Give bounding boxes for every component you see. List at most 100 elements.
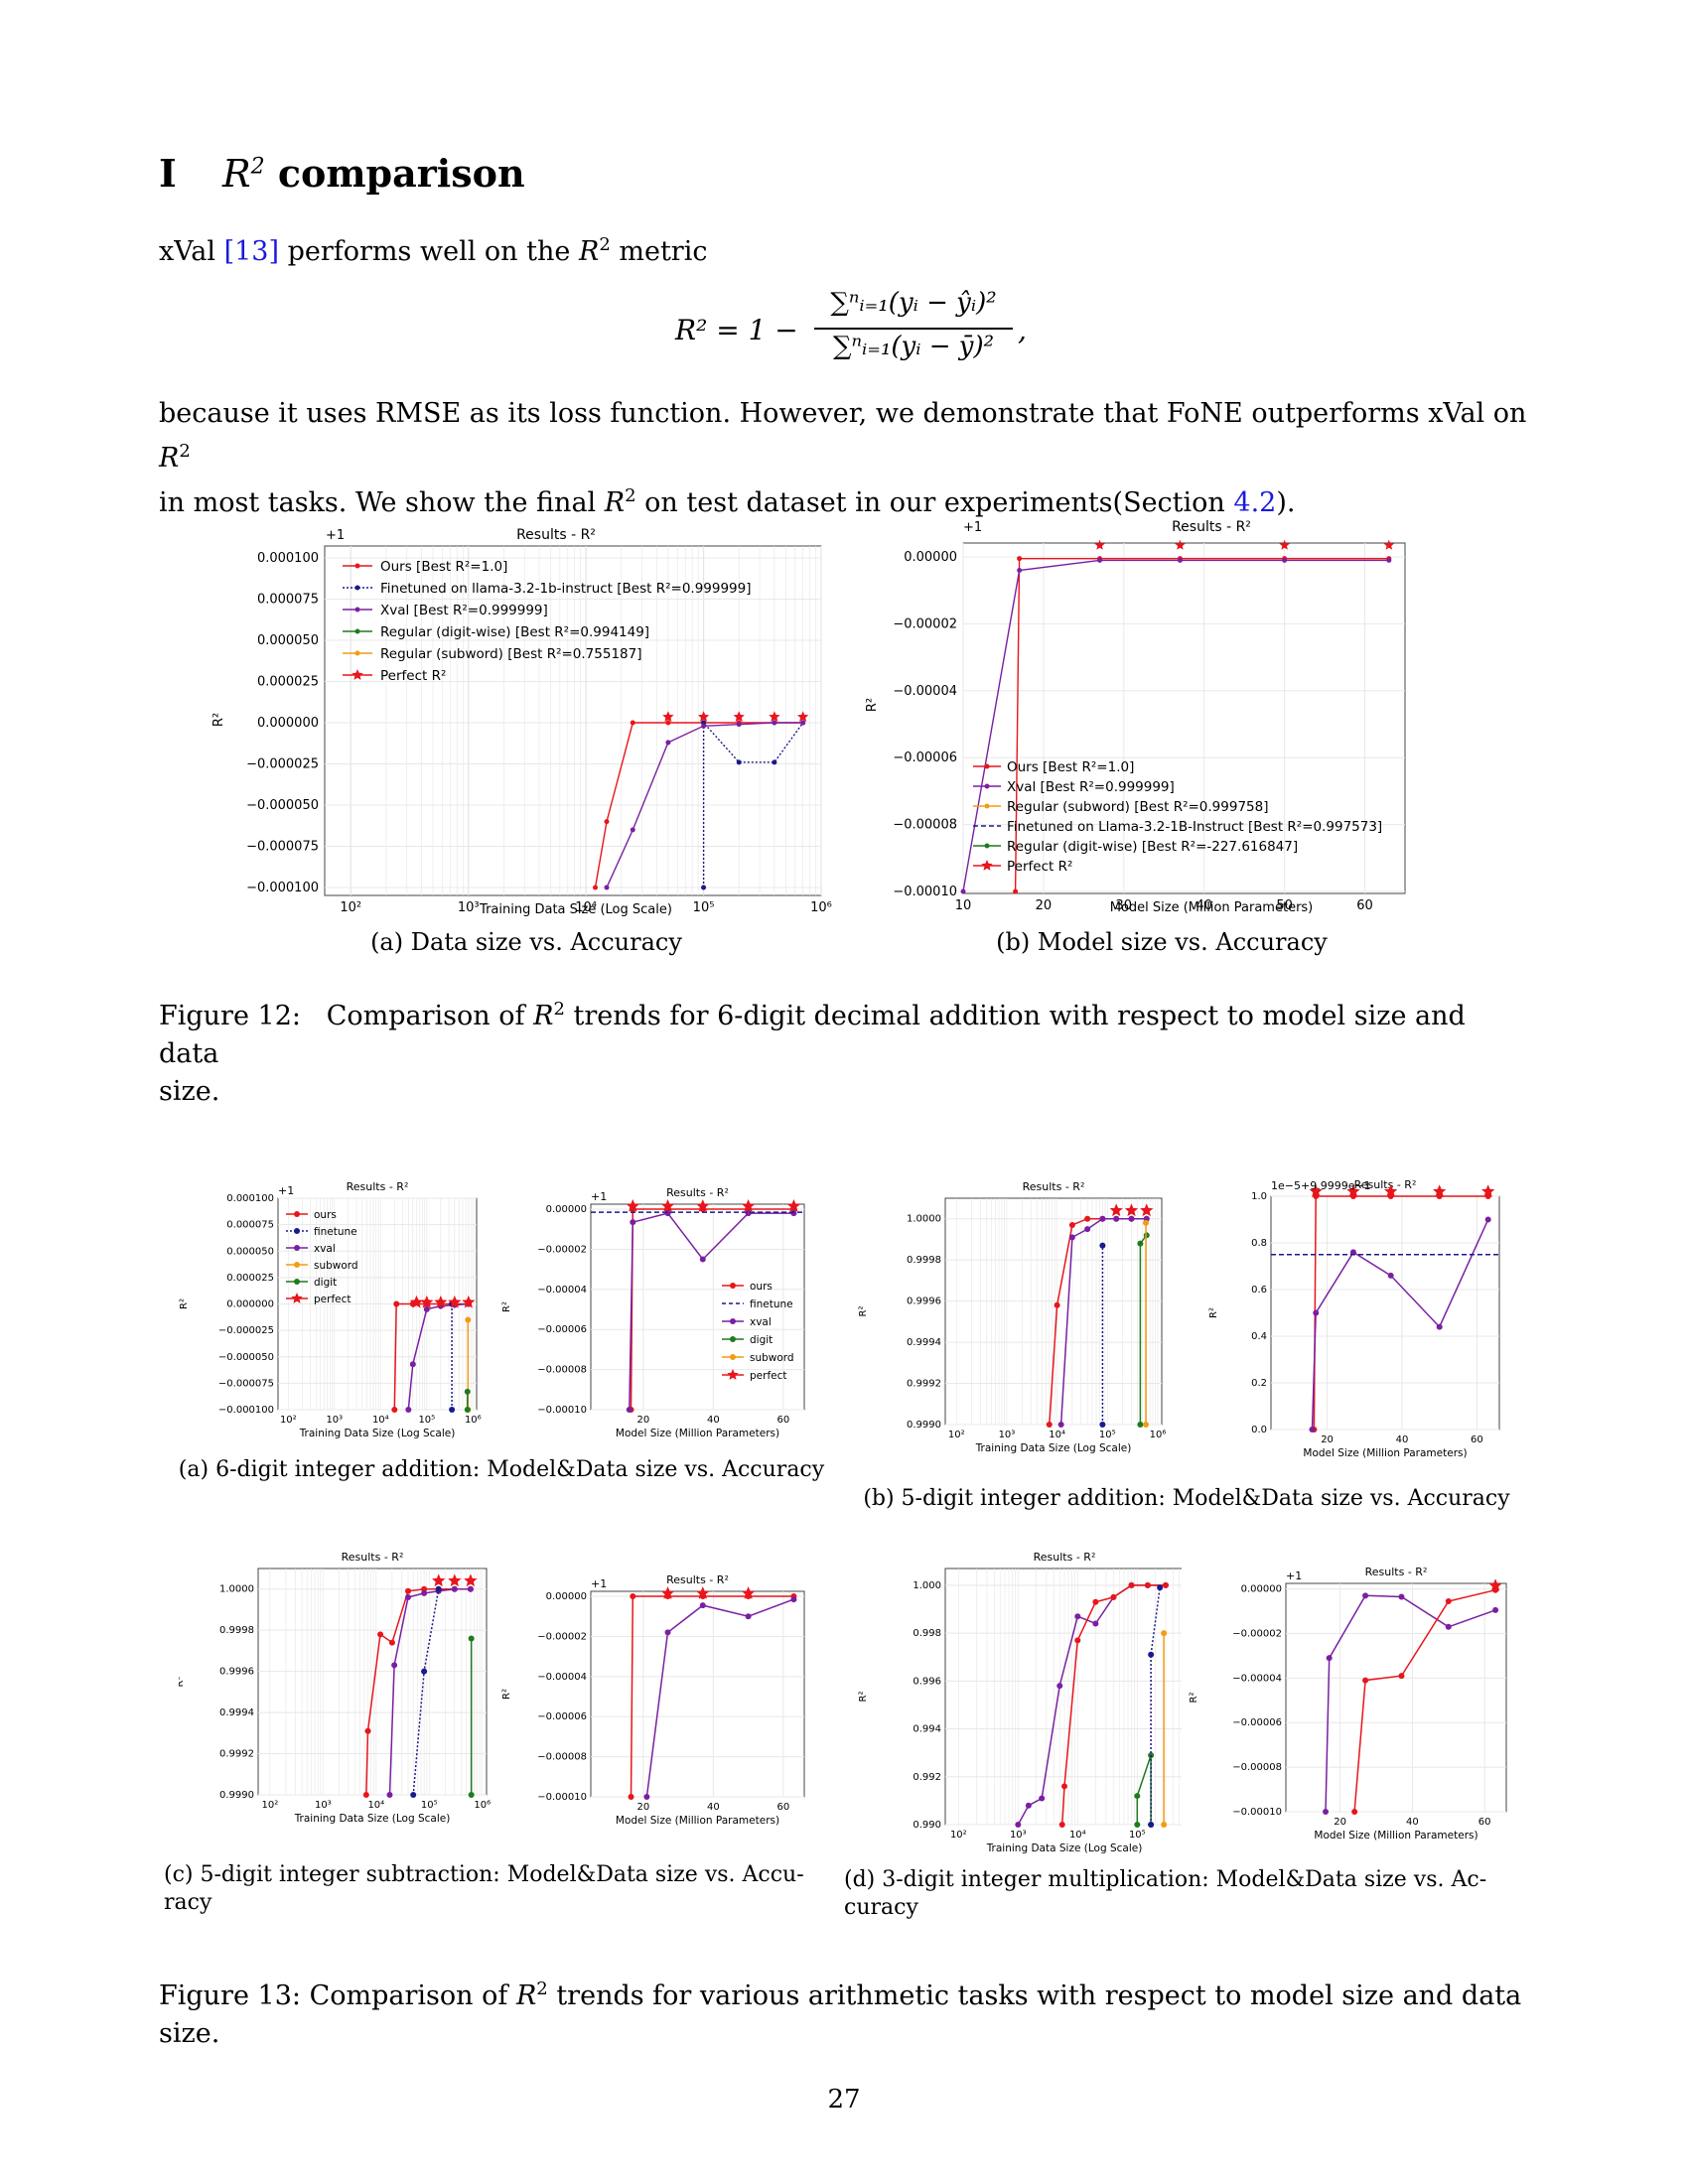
intro-xval: xVal bbox=[159, 236, 215, 267]
ytick-label: −0.00010 bbox=[1232, 1807, 1282, 1818]
citation-link[interactable]: [13] bbox=[223, 236, 280, 267]
data-point bbox=[1110, 1593, 1117, 1600]
data-point bbox=[1144, 1581, 1151, 1588]
perfect-star bbox=[696, 1199, 710, 1212]
xtick-label: 20 bbox=[637, 1415, 650, 1426]
data-point bbox=[800, 720, 806, 726]
y-axis-label: R² bbox=[179, 1677, 186, 1688]
data-point bbox=[1097, 557, 1103, 563]
ytick-label: 0.6 bbox=[1251, 1285, 1267, 1296]
intro-tail: performs well on the bbox=[287, 236, 571, 267]
equation-comma: , bbox=[1018, 314, 1027, 346]
series-line bbox=[1313, 1195, 1488, 1431]
paragraph-rmse: because it uses RMSE as its loss functio… bbox=[159, 398, 1527, 518]
fig13-caption-tail: trends for various arithmetic tasks with… bbox=[159, 1980, 1522, 2049]
data-point bbox=[1057, 1422, 1064, 1428]
ytick-label: −0.00002 bbox=[537, 1244, 587, 1255]
para2-line2a: in most tasks. We show the final bbox=[159, 487, 597, 518]
data-point bbox=[1128, 1215, 1135, 1222]
data-point bbox=[699, 1256, 706, 1263]
xtick-label: 10⁵ bbox=[1099, 1430, 1116, 1440]
ytick-label: 0.000100 bbox=[257, 551, 319, 566]
equation-lhs: R² = 1 − bbox=[675, 314, 798, 346]
data-point bbox=[464, 1407, 471, 1413]
legend-entry: subword bbox=[314, 1260, 358, 1272]
data-point bbox=[1068, 1234, 1075, 1241]
data-point bbox=[736, 722, 742, 728]
ytick-label: −0.000050 bbox=[246, 798, 319, 813]
axis-offset: +1 bbox=[591, 1577, 607, 1590]
ytick-label: −0.00008 bbox=[893, 818, 957, 833]
ytick-label: 0.000100 bbox=[226, 1193, 274, 1204]
perfect-star bbox=[1175, 539, 1186, 550]
legend-entry: Regular (digit-wise) [Best R²=0.994149] bbox=[380, 624, 649, 640]
r2-equation: R² = 1 − ∑ⁿᵢ₌₁(yᵢ − ŷᵢ)² ∑ⁿᵢ₌₁(yᵢ − ȳ)² … bbox=[675, 288, 1033, 377]
data-point bbox=[1445, 1597, 1452, 1604]
data-point bbox=[604, 885, 610, 890]
y-axis-label: R² bbox=[501, 1301, 512, 1312]
chart-title: Results - R² bbox=[666, 1573, 729, 1586]
section-link[interactable]: 4.2 bbox=[1233, 487, 1277, 518]
fig12b-caption: (b) Model size vs. Accuracy bbox=[996, 928, 1328, 956]
data-point bbox=[1013, 888, 1019, 894]
fig13b-data-chart: Results - R² 1.0000 0.9998 0.9996 0.9994 0.99… bbox=[858, 1180, 1166, 1454]
xtick-label: 60 bbox=[776, 1415, 789, 1426]
chart-title: Results - R² bbox=[1023, 1180, 1085, 1193]
perfect-star bbox=[448, 1573, 462, 1587]
ytick-label: 0.9996 bbox=[219, 1667, 254, 1678]
fig13c-data-chart: Results - R² 1.0000 0.9998 0.9996 0.9994 0.99… bbox=[179, 1551, 491, 1825]
perfect-star bbox=[1309, 1184, 1323, 1197]
legend-star bbox=[727, 1369, 739, 1380]
series-line bbox=[630, 1595, 794, 1798]
axis-offset: +1 bbox=[591, 1190, 607, 1203]
data-point bbox=[630, 827, 635, 833]
ytick-label: 0.000075 bbox=[226, 1220, 274, 1231]
legend-entry: finetune bbox=[314, 1226, 357, 1238]
perfect-star bbox=[662, 711, 674, 722]
data-point bbox=[421, 1668, 428, 1675]
legend-entry: subword bbox=[750, 1352, 794, 1364]
series-line bbox=[1049, 1217, 1147, 1426]
data-point bbox=[1134, 1793, 1141, 1800]
data-point bbox=[405, 1594, 412, 1601]
perfect-star bbox=[1383, 539, 1394, 550]
legend-entry: Xval [Best R²=0.999999] bbox=[380, 603, 548, 618]
data-point bbox=[1046, 1422, 1053, 1428]
data-point bbox=[643, 1794, 650, 1800]
fig12b-title: Results - R² bbox=[1172, 519, 1251, 535]
data-point bbox=[626, 1407, 633, 1413]
fig12b-ylabel: R² bbox=[865, 698, 880, 712]
ytick-label: −0.00006 bbox=[537, 1324, 587, 1335]
xtick-label: 10² bbox=[261, 1800, 278, 1811]
fig12a-ylabel: R² bbox=[211, 713, 226, 727]
data-point bbox=[1099, 1215, 1106, 1222]
perfect-star bbox=[1433, 1184, 1447, 1197]
fig13c-caption-line1: (c) 5-digit integer subtraction: Model&D… bbox=[164, 1862, 804, 1887]
data-point bbox=[391, 1407, 398, 1413]
ytick-label: −0.00008 bbox=[537, 1365, 587, 1376]
fig12a-offset: +1 bbox=[326, 528, 345, 543]
ytick-label: −0.00004 bbox=[893, 684, 957, 699]
data-point bbox=[1137, 1422, 1144, 1428]
perfect-star bbox=[1140, 1203, 1154, 1217]
data-point bbox=[388, 1639, 395, 1646]
xtick-label: 10³ bbox=[326, 1415, 343, 1426]
ytick-label: −0.000075 bbox=[218, 1378, 274, 1389]
data-point bbox=[664, 1210, 671, 1217]
ytick-label: 0.00000 bbox=[904, 550, 957, 565]
data-point bbox=[1398, 1673, 1405, 1680]
data-point bbox=[410, 1792, 417, 1798]
ytick-label: −0.00006 bbox=[893, 751, 957, 765]
fig13-label: Figure 13: bbox=[159, 1980, 301, 2011]
series-line bbox=[1017, 1584, 1166, 1826]
perfect-star bbox=[448, 1295, 462, 1308]
fig13d-caption: (d) 3-digit integer multiplication: Mode… bbox=[844, 1866, 1529, 1922]
legend-entry: perfect bbox=[750, 1370, 787, 1382]
data-point bbox=[630, 1593, 636, 1600]
perfect-star bbox=[696, 1586, 710, 1599]
perfect-star bbox=[769, 711, 780, 722]
xtick-label: 60 bbox=[1478, 1817, 1491, 1828]
fig12-label: Figure 12: bbox=[159, 1001, 301, 1031]
data-point bbox=[409, 1361, 416, 1368]
ytick-label: 0.9994 bbox=[907, 1337, 941, 1348]
